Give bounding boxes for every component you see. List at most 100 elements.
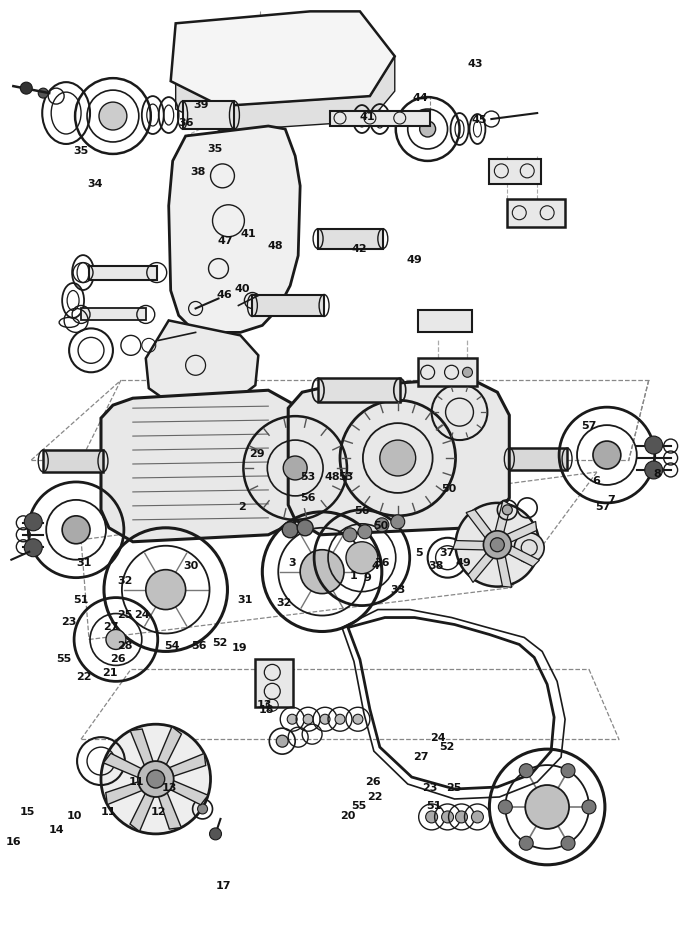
Polygon shape: [169, 126, 300, 332]
Text: 51: 51: [73, 594, 89, 605]
Text: 39: 39: [193, 100, 209, 110]
Text: 41: 41: [241, 229, 256, 239]
Text: 40: 40: [234, 284, 250, 294]
Text: 45: 45: [471, 115, 487, 125]
Circle shape: [335, 714, 345, 724]
Text: 14: 14: [49, 825, 65, 835]
Polygon shape: [288, 378, 509, 535]
Circle shape: [462, 368, 473, 377]
Text: 9: 9: [363, 573, 371, 583]
Bar: [330, 111, 430, 126]
Text: 33: 33: [390, 585, 405, 595]
Polygon shape: [130, 729, 154, 770]
Text: 19: 19: [232, 643, 248, 653]
Circle shape: [490, 538, 505, 552]
Text: 49: 49: [407, 255, 422, 265]
Text: 32: 32: [117, 576, 133, 586]
Text: 31: 31: [237, 594, 253, 605]
Circle shape: [426, 811, 438, 823]
Text: 43: 43: [468, 59, 483, 69]
Circle shape: [303, 714, 313, 724]
Bar: [507, 199, 565, 227]
Text: 20: 20: [341, 810, 356, 820]
Text: 26: 26: [364, 777, 380, 786]
Circle shape: [520, 836, 533, 850]
Circle shape: [471, 811, 483, 823]
Text: 54: 54: [165, 641, 180, 651]
Circle shape: [62, 516, 90, 544]
Bar: [256, 659, 293, 707]
Text: 38: 38: [428, 561, 444, 571]
Circle shape: [582, 800, 596, 814]
Bar: [418, 358, 477, 386]
Circle shape: [99, 102, 127, 130]
Polygon shape: [156, 727, 182, 767]
Text: 8: 8: [653, 469, 661, 479]
Text: 6: 6: [592, 477, 600, 486]
Text: 35: 35: [73, 146, 89, 156]
Text: 13: 13: [256, 700, 272, 710]
Text: 23: 23: [61, 617, 77, 627]
Circle shape: [24, 513, 42, 531]
Text: 53: 53: [300, 472, 315, 482]
Circle shape: [441, 811, 454, 823]
Text: 36: 36: [374, 557, 390, 568]
Polygon shape: [103, 753, 143, 779]
Text: 57: 57: [581, 421, 597, 432]
Polygon shape: [175, 56, 395, 131]
Circle shape: [282, 522, 298, 538]
Text: 3: 3: [289, 557, 296, 568]
Bar: [183, 101, 235, 129]
Text: 7: 7: [607, 494, 615, 505]
Text: 56: 56: [300, 493, 316, 503]
Text: 21: 21: [102, 669, 118, 679]
Text: 48: 48: [324, 472, 340, 482]
Circle shape: [358, 525, 372, 539]
Polygon shape: [169, 779, 208, 805]
Circle shape: [645, 436, 663, 454]
Polygon shape: [508, 544, 539, 567]
Text: 11: 11: [129, 777, 145, 786]
Polygon shape: [106, 782, 146, 805]
Text: 5: 5: [415, 547, 423, 557]
Text: 34: 34: [87, 180, 103, 189]
Text: 53: 53: [338, 472, 353, 482]
Text: 55: 55: [56, 654, 71, 664]
Text: 55: 55: [352, 801, 367, 811]
Polygon shape: [494, 500, 511, 533]
Text: 36: 36: [178, 119, 193, 129]
Polygon shape: [171, 11, 395, 106]
Text: 30: 30: [184, 561, 199, 571]
Text: 29: 29: [250, 449, 265, 458]
Circle shape: [561, 836, 575, 850]
Text: 51: 51: [426, 801, 441, 811]
Circle shape: [380, 440, 415, 476]
Text: 41: 41: [359, 112, 375, 122]
Polygon shape: [453, 541, 487, 550]
Circle shape: [514, 532, 544, 563]
Text: 25: 25: [446, 783, 462, 793]
Text: 50: 50: [373, 520, 388, 531]
Circle shape: [503, 505, 512, 515]
Text: 35: 35: [207, 144, 222, 154]
Text: 37: 37: [439, 548, 455, 558]
Text: 42: 42: [351, 244, 367, 254]
Bar: [318, 378, 400, 402]
Circle shape: [525, 785, 569, 829]
Circle shape: [284, 456, 307, 480]
Circle shape: [456, 811, 467, 823]
Text: 10: 10: [67, 810, 82, 820]
Circle shape: [343, 528, 357, 542]
Circle shape: [147, 770, 165, 788]
Text: 22: 22: [367, 793, 383, 802]
Text: 2: 2: [238, 502, 245, 512]
Polygon shape: [497, 554, 511, 587]
Circle shape: [276, 735, 288, 747]
Text: 57: 57: [595, 502, 611, 512]
Text: 48: 48: [268, 241, 284, 251]
Circle shape: [146, 569, 186, 609]
Bar: [89, 266, 157, 280]
Text: 46: 46: [217, 290, 233, 300]
Circle shape: [456, 503, 539, 587]
Text: 47: 47: [217, 236, 233, 246]
